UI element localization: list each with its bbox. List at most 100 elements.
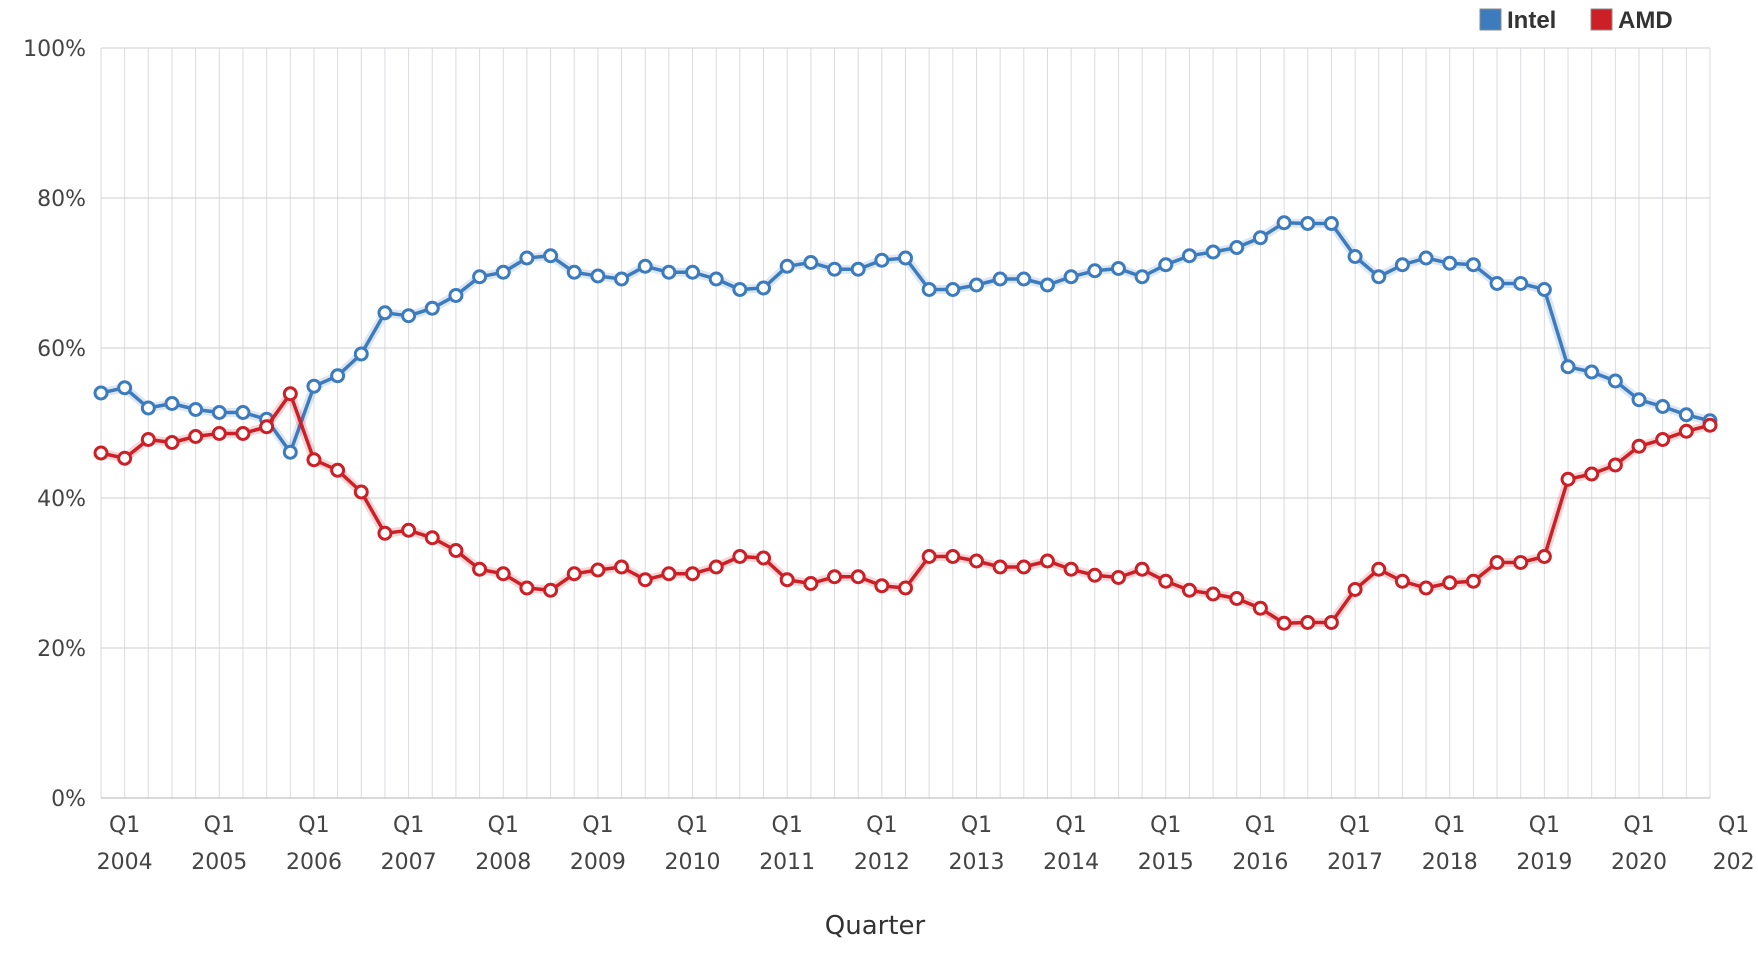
data-point-amd[interactable] — [1607, 457, 1623, 473]
data-point-amd[interactable] — [1371, 561, 1387, 577]
data-point-amd[interactable] — [1655, 432, 1671, 447]
data-point-intel[interactable] — [1134, 269, 1150, 285]
data-point-intel[interactable] — [1181, 248, 1197, 264]
data-point-amd[interactable] — [306, 452, 322, 468]
data-point-intel[interactable] — [1347, 249, 1363, 264]
data-point-amd[interactable] — [1394, 573, 1410, 589]
data-point-amd[interactable] — [756, 550, 772, 566]
data-point-intel[interactable] — [1371, 269, 1387, 285]
data-point-amd[interactable] — [1702, 417, 1718, 433]
data-point-amd[interactable] — [1276, 615, 1292, 631]
data-point-amd[interactable] — [1323, 615, 1339, 630]
data-point-intel[interactable] — [1442, 255, 1458, 271]
data-point-intel[interactable] — [306, 378, 322, 394]
data-point-intel[interactable] — [1063, 269, 1079, 285]
data-point-intel[interactable] — [353, 346, 369, 362]
data-point-amd[interactable] — [1158, 573, 1174, 589]
data-point-amd[interactable] — [1300, 615, 1316, 630]
data-point-intel[interactable] — [779, 258, 795, 274]
data-point-intel[interactable] — [803, 255, 819, 270]
data-point-intel[interactable] — [827, 261, 843, 277]
data-point-amd[interactable] — [1560, 471, 1576, 487]
data-point-amd[interactable] — [282, 386, 298, 402]
data-point-intel[interactable] — [1418, 250, 1434, 266]
data-point-amd[interactable] — [448, 543, 464, 558]
data-point-amd[interactable] — [353, 484, 369, 500]
data-point-intel[interactable] — [377, 305, 393, 321]
data-point-intel[interactable] — [1465, 257, 1481, 273]
data-point-amd[interactable] — [93, 445, 109, 461]
data-point-intel[interactable] — [945, 282, 961, 297]
data-point-amd[interactable] — [1678, 423, 1694, 439]
data-point-intel[interactable] — [1489, 276, 1505, 291]
data-point-amd[interactable] — [566, 566, 582, 582]
data-point-intel[interactable] — [1655, 399, 1671, 414]
data-point-amd[interactable] — [330, 462, 346, 478]
data-point-amd[interactable] — [401, 522, 417, 538]
data-point-amd[interactable] — [1465, 573, 1481, 589]
data-point-intel[interactable] — [708, 271, 724, 287]
data-point-amd[interactable] — [1631, 438, 1647, 454]
data-point-amd[interactable] — [164, 435, 180, 450]
data-point-intel[interactable] — [1394, 257, 1410, 273]
data-point-intel[interactable] — [1158, 257, 1174, 273]
data-point-intel[interactable] — [519, 250, 535, 266]
data-point-intel[interactable] — [188, 402, 204, 417]
data-point-intel[interactable] — [590, 268, 606, 284]
data-point-amd[interactable] — [850, 569, 866, 585]
data-point-intel[interactable] — [1536, 282, 1552, 297]
data-point-amd[interactable] — [424, 530, 440, 546]
data-point-intel[interactable] — [1110, 261, 1126, 276]
data-point-intel[interactable] — [401, 308, 417, 324]
data-point-amd[interactable] — [1181, 582, 1197, 598]
data-point-amd[interactable] — [874, 578, 890, 594]
data-point-amd[interactable] — [779, 572, 795, 588]
data-point-amd[interactable] — [377, 525, 393, 541]
data-point-amd[interactable] — [519, 580, 535, 596]
data-point-amd[interactable] — [1489, 555, 1505, 570]
data-point-intel[interactable] — [1039, 277, 1055, 293]
data-point-intel[interactable] — [448, 288, 464, 303]
data-point-amd[interactable] — [968, 553, 984, 569]
data-point-amd[interactable] — [259, 419, 275, 435]
data-point-amd[interactable] — [1205, 586, 1221, 602]
data-point-amd[interactable] — [685, 566, 701, 582]
data-point-amd[interactable] — [1418, 580, 1434, 596]
data-point-intel[interactable] — [1016, 271, 1032, 287]
data-point-intel[interactable] — [1513, 276, 1529, 291]
data-point-amd[interactable] — [1063, 561, 1079, 577]
data-point-intel[interactable] — [543, 248, 559, 264]
data-point-amd[interactable] — [1584, 466, 1600, 482]
data-point-amd[interactable] — [1016, 559, 1032, 575]
data-point-intel[interactable] — [140, 400, 156, 416]
data-point-amd[interactable] — [637, 572, 653, 588]
data-point-amd[interactable] — [188, 429, 204, 444]
data-point-amd[interactable] — [543, 582, 559, 598]
data-point-intel[interactable] — [235, 405, 251, 420]
data-point-intel[interactable] — [732, 282, 748, 297]
data-point-intel[interactable] — [921, 282, 937, 297]
data-point-amd[interactable] — [235, 426, 251, 441]
data-point-intel[interactable] — [1087, 263, 1103, 279]
data-point-amd[interactable] — [495, 566, 511, 582]
data-point-intel[interactable] — [472, 269, 488, 285]
data-point-intel[interactable] — [1252, 230, 1268, 246]
data-point-intel[interactable] — [1631, 392, 1647, 408]
data-point-amd[interactable] — [1536, 549, 1552, 564]
data-point-amd[interactable] — [1087, 567, 1103, 583]
data-point-intel[interactable] — [968, 277, 984, 293]
data-point-amd[interactable] — [1229, 591, 1245, 606]
data-point-intel[interactable] — [495, 264, 511, 280]
data-point-intel[interactable] — [1300, 216, 1316, 231]
data-point-amd[interactable] — [590, 562, 606, 578]
data-point-intel[interactable] — [685, 264, 701, 280]
data-point-intel[interactable] — [424, 300, 440, 316]
data-point-intel[interactable] — [1560, 359, 1576, 375]
data-point-intel[interactable] — [898, 250, 913, 266]
data-point-amd[interactable] — [1110, 570, 1126, 585]
data-point-intel[interactable] — [330, 368, 346, 384]
data-point-amd[interactable] — [140, 432, 156, 447]
data-point-intel[interactable] — [1276, 215, 1292, 231]
data-point-amd[interactable] — [945, 549, 961, 564]
data-point-intel[interactable] — [1607, 373, 1623, 389]
